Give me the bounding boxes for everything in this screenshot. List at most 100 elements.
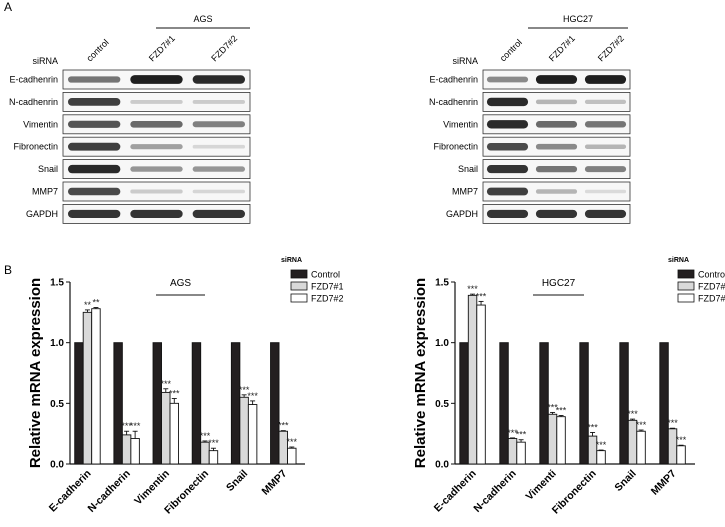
legend-swatch (677, 269, 695, 279)
significance-label: *** (239, 385, 250, 395)
significance-label: *** (676, 435, 687, 445)
significance-label: *** (476, 291, 487, 301)
significance-label: *** (208, 438, 219, 448)
significance-label: *** (516, 430, 527, 440)
bar (152, 342, 162, 465)
blot-protein-label: N-cadhenrin (9, 97, 58, 107)
bar (247, 404, 258, 465)
blot-protein-label: Snail (38, 164, 58, 174)
bar (596, 450, 606, 465)
blot-band (535, 99, 578, 105)
blot-band (67, 142, 121, 151)
significance-label: *** (636, 420, 647, 430)
significance-label: *** (130, 421, 141, 431)
significance-label: *** (169, 388, 180, 398)
blot-band (535, 143, 578, 150)
significance-label: *** (556, 405, 567, 415)
y-tick-label: 1.0 (50, 338, 64, 349)
blot-cell-line: AGS (193, 14, 212, 24)
y-tick-label: 0.5 (50, 399, 64, 410)
blot-protein-label: Vimentin (23, 119, 58, 129)
blot-protein-label: GAPDH (26, 209, 58, 219)
blot-band (130, 166, 183, 172)
western-blots: AGS siRNA control FZD7#1 FZD7#2 E-cadhenrin N-… (9, 14, 631, 224)
significance-label: *** (161, 379, 172, 389)
chart-title: HGC27 (542, 278, 576, 289)
significance-label: *** (596, 440, 607, 450)
blot-band (130, 121, 183, 128)
legend-title: siRNA (281, 257, 302, 264)
panel-label-a: A (4, 0, 12, 14)
bar-charts: AGS Relative mRNA expression 0.0 0.5 1.0 1.5 *… (27, 257, 725, 517)
legend-title: siRNA (668, 257, 689, 264)
blot-band (67, 164, 121, 174)
blot-band (192, 144, 246, 149)
bar (636, 430, 646, 465)
x-tick-label: Vimenti (524, 468, 559, 503)
significance-label: ** (84, 300, 92, 310)
blot-band (67, 187, 121, 196)
blot-band (584, 144, 627, 149)
x-tick-label: N-cadherin (85, 468, 132, 515)
bar (579, 342, 589, 465)
legend-label: Control (311, 270, 340, 280)
significance-label: *** (547, 402, 558, 412)
blot-band (584, 99, 627, 104)
blot-protein-label: N-cadhenrin (429, 97, 478, 107)
bar (459, 342, 469, 465)
blot-lane-label: control (498, 37, 524, 63)
blot-band (486, 76, 529, 83)
significance-label: *** (507, 428, 518, 438)
legend-label: FZD7#1 (698, 282, 725, 292)
significance-label: *** (627, 409, 638, 419)
bar (169, 402, 179, 465)
blot-lane-label: FZD7#2 (596, 33, 626, 63)
chart-title: AGS (170, 278, 191, 289)
blot-band (130, 189, 183, 194)
blot-lane-label: FZD7#1 (147, 33, 177, 63)
blot-band (130, 99, 183, 104)
bar (539, 342, 549, 465)
legend-swatch (290, 281, 308, 291)
bar (191, 342, 202, 465)
y-tick-label: 0.5 (435, 399, 449, 410)
blot-band (584, 189, 627, 194)
blot-band (192, 75, 246, 84)
y-axis-label: Relative mRNA expression (27, 278, 44, 468)
legend-label: FZD7#2 (311, 294, 344, 304)
bar (676, 445, 686, 465)
blot-band (584, 121, 627, 128)
bar (476, 304, 486, 465)
blot-protein-label: Vimentin (443, 119, 478, 129)
y-axis-label: Relative mRNA expression (412, 278, 429, 468)
bar (113, 342, 123, 465)
blot-band (535, 209, 578, 218)
significance-label: *** (200, 431, 211, 441)
x-tick-label: Vimentin (132, 468, 172, 508)
x-tick-label: MMP7 (259, 468, 289, 498)
blot-protein-label: Snail (458, 164, 478, 174)
blot-protein-label: MMP7 (452, 187, 478, 197)
bar (130, 438, 140, 465)
y-tick-label: 0.0 (435, 460, 449, 471)
significance-label: *** (287, 437, 298, 447)
blot-protein-label: GAPDH (446, 209, 478, 219)
bar (499, 342, 509, 465)
x-tick-label: Snail (612, 468, 638, 494)
bar (121, 434, 132, 465)
blot-cell-line: HGC27 (563, 14, 593, 24)
blot-band (486, 142, 529, 151)
bar (507, 438, 518, 465)
legend-swatch (677, 293, 695, 303)
blot-lane-label: FZD7#1 (547, 33, 577, 63)
blot-band (192, 166, 246, 172)
bar (91, 308, 101, 465)
bar (230, 342, 241, 465)
blot-band (192, 189, 246, 194)
blot-band (535, 121, 578, 128)
bar (239, 396, 249, 465)
blot-band (535, 75, 578, 84)
bar (556, 416, 566, 465)
blot-band (535, 189, 578, 194)
